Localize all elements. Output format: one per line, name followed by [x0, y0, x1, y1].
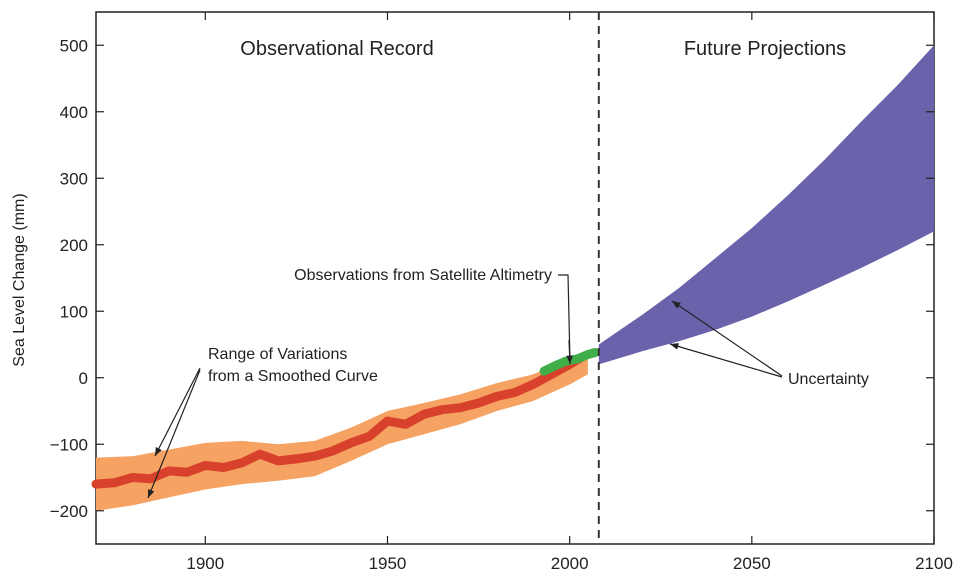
y-tick-label: 300: [60, 169, 88, 188]
x-tick-label: 2000: [551, 554, 589, 573]
range-arrow-lower-head: [148, 489, 155, 498]
x-tick-label: 2050: [733, 554, 771, 573]
projection-band: [598, 45, 934, 365]
y-tick-label: 200: [60, 236, 88, 255]
y-tick-label: −200: [50, 502, 88, 521]
y-axis-label: Sea Level Change (mm): [11, 193, 28, 366]
y-tick-label: 0: [79, 369, 88, 388]
satellite-leader: [558, 274, 571, 363]
y-axis: −200 −100 0 100 200 300 400 500: [50, 36, 934, 521]
observed-line: [91, 353, 586, 489]
annotation-arrows: [147, 274, 783, 499]
x-tick-label: 2100: [915, 554, 953, 573]
annotation-satellite: Observations from Satellite Altimetry: [294, 267, 552, 284]
uncertainty-arrow-lower: [669, 343, 783, 378]
annotation-range-line2: from a Smoothed Curve: [208, 368, 378, 385]
uncertainty-arrow-upper-head: [672, 301, 681, 309]
annotation-range-line1: Range of Variations: [208, 346, 347, 363]
annotation-uncertainty: Uncertainty: [788, 371, 869, 388]
uncertainty-arrow-upper: [671, 300, 783, 377]
x-tick-label: 1950: [369, 554, 407, 573]
satellite-line: [539, 348, 600, 376]
uncertainty-arrow-lower-head: [670, 343, 679, 350]
region-title-observational: Observational Record: [240, 38, 433, 60]
x-tick-label: 1900: [186, 554, 224, 573]
x-axis: 1900 1950 2000 2050 2100: [186, 12, 953, 573]
y-tick-label: 100: [60, 302, 88, 321]
range-arrow-upper-head: [155, 447, 162, 456]
data-lines: [91, 348, 600, 489]
y-tick-label: 500: [60, 36, 88, 55]
y-tick-label: −100: [50, 435, 88, 454]
region-title-future: Future Projections: [684, 38, 846, 60]
satellite-arrow-head: [566, 355, 573, 364]
range-arrow-lower: [147, 369, 201, 499]
y-tick-label: 400: [60, 103, 88, 122]
range-arrow-upper: [154, 367, 201, 457]
